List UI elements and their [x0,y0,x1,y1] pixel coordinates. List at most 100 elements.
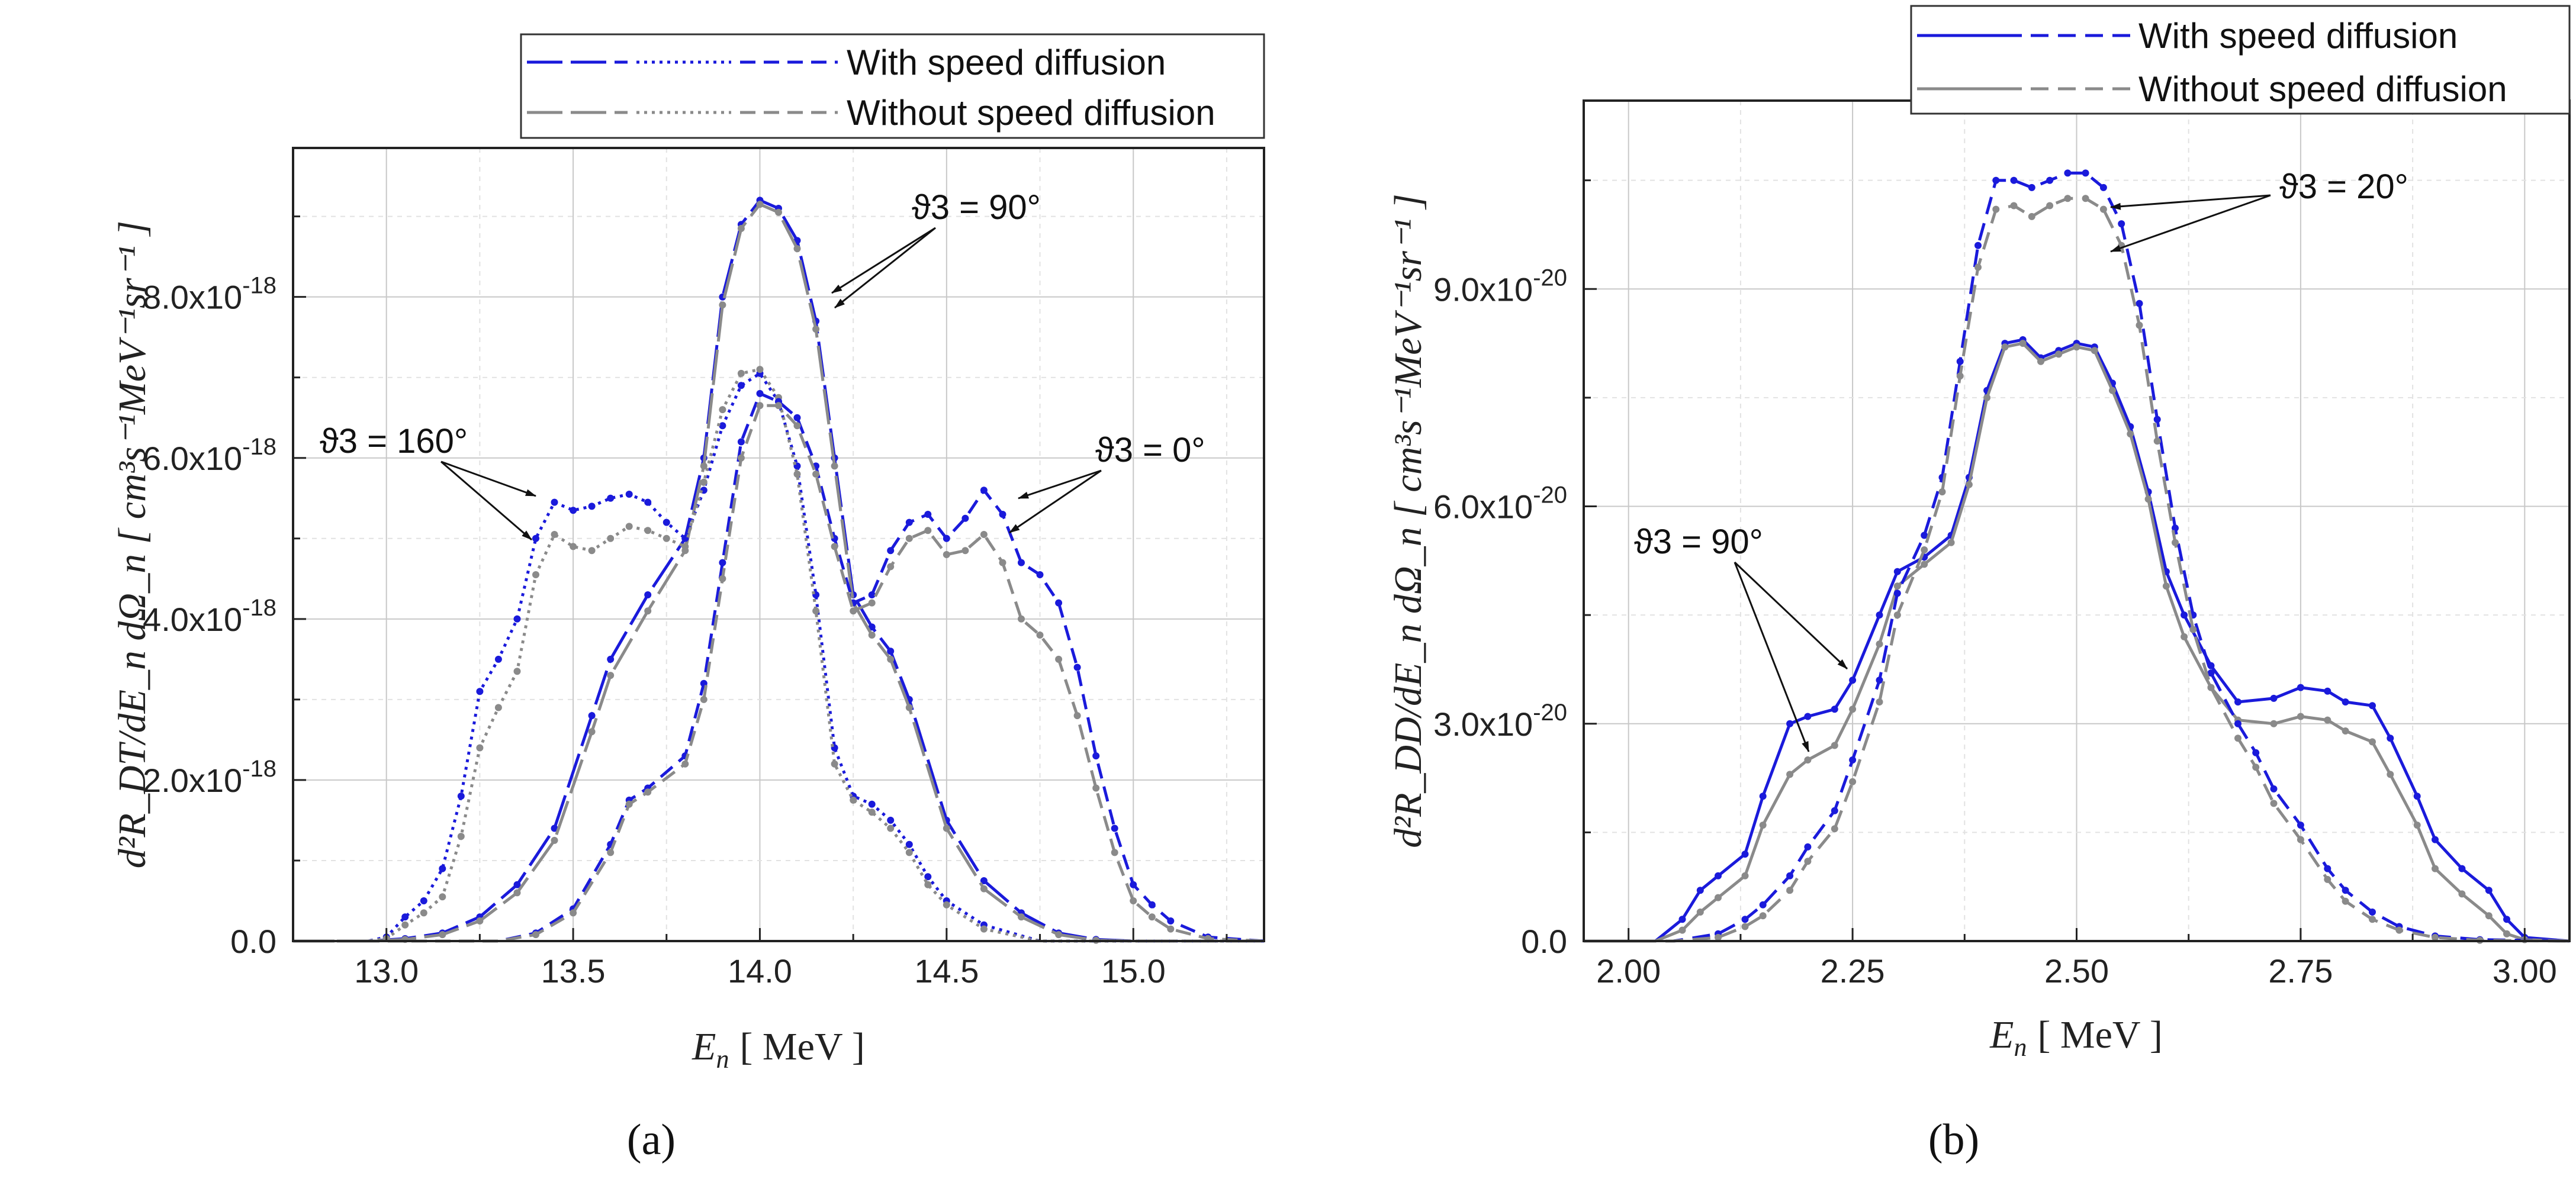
x-axis-sub-a: n [716,1045,729,1074]
data-point [943,901,950,909]
series-line-a-4 [293,392,1265,943]
data-point [719,406,726,414]
data-point [831,543,838,550]
x-tick-label: 2.25 [1821,952,1885,990]
data-point [2270,800,2278,807]
data-point [1849,706,1857,713]
data-point [570,507,577,514]
data-point [793,471,801,478]
data-point [980,487,988,494]
chart-panel-a: 13.0 13.5 14.0 14.5 15.0 0.0 2.0x10-18 4.0x10-1… [111,33,1265,1164]
annotation-a-90-arrow-2 [834,227,936,309]
annotations-a: ϑ3 = 90° ϑ3 = 160° ϑ3 = 0° [320,188,1205,541]
data-point [756,402,764,410]
grid-b [1584,101,2569,941]
data-point [1759,912,1767,920]
x-tick-label: 14.0 [728,952,792,990]
data-point [2099,183,2107,191]
data-point [1036,571,1044,578]
data-point [1678,926,1686,934]
y-tick-label: 2.0x10-18 [143,756,276,799]
x-axis-sub-b: n [2014,1033,2027,1062]
data-point [1018,615,1025,623]
data-point [2432,836,2439,843]
y-tick-label: 9.0x10-20 [1433,265,1567,308]
x-axis-title-b: En [ MeV ] [1989,1013,2163,1062]
data-point [1111,849,1118,856]
data-point [2109,386,2116,394]
data-point [905,534,913,542]
data-point [943,551,950,558]
data-point [1947,539,1955,546]
annotation-b-20: ϑ3 = 20° [2279,167,2408,206]
plot-area-a [293,148,1264,941]
data-point [2019,340,2027,347]
data-point [719,575,726,582]
data-point [2342,887,2349,894]
data-point [439,865,446,872]
data-point [2153,415,2161,423]
data-point [1804,843,1812,851]
data-point [1715,872,1722,880]
data-point [756,389,764,397]
data-point [2342,897,2349,905]
legend-a: With speed diffusion Without speed diffu… [520,33,1265,139]
x-tick-label: 15.0 [1101,952,1166,990]
data-point [476,917,484,924]
data-point [2189,626,2197,633]
data-point [1831,807,1838,814]
data-point [980,531,988,538]
data-point [850,796,857,804]
data-point [1092,752,1100,760]
annotations-b: ϑ3 = 20° ϑ3 = 90° [1634,167,2408,752]
data-point [887,655,895,663]
data-point [2234,698,2241,706]
data-point [1893,611,1901,619]
panel-label-a: (a) [627,1116,676,1164]
y-axis-title-b: d²R_DD/dE_n dΩ_n [ cm³s⁻¹MeV⁻¹sr⁻¹ ] [1387,194,1430,848]
data-point [1974,241,1982,249]
annotation-a-0-arrow-2 [1009,469,1102,534]
data-point [2503,916,2510,923]
data-point [2234,735,2241,742]
data-point [999,559,1006,566]
data-point [868,800,876,808]
data-point [1018,913,1025,921]
data-point [1921,560,1928,568]
data-point [401,913,409,921]
data-point [494,655,502,663]
data-point [1786,720,1794,727]
y-tick-label: 0.0 [1521,923,1567,960]
data-point [1167,925,1175,933]
data-point [1130,881,1137,888]
data-point [457,833,465,840]
data-point [868,632,876,639]
data-point [2172,524,2179,532]
data-point [1073,663,1081,671]
annotation-a-160-arrow-2 [440,460,532,541]
data-point [2270,694,2278,702]
plot-frame-a [292,147,1265,942]
data-point [2369,909,2376,916]
data-point [1167,917,1175,924]
data-point [457,793,465,800]
data-point [868,599,876,607]
data-point [924,881,932,888]
data-point [2432,933,2439,941]
data-point [2297,836,2304,843]
data-point [2001,343,2009,351]
data-point [756,201,764,208]
ticks-a: 13.0 13.5 14.0 14.5 15.0 0.0 2.0x10-18 4.0x10-1… [143,215,1228,990]
x-tick-label: 2.00 [1596,952,1661,990]
data-point [532,534,539,542]
data-point [812,471,820,478]
x-axis-unit-a: [ MeV ] [739,1025,864,1068]
data-point [663,534,670,542]
data-point [737,438,745,446]
series-group-a [293,196,1265,944]
data-point [2413,822,2421,829]
data-point [1055,931,1063,939]
data-point [513,615,521,623]
data-point [588,502,596,510]
data-point [1921,531,1928,539]
